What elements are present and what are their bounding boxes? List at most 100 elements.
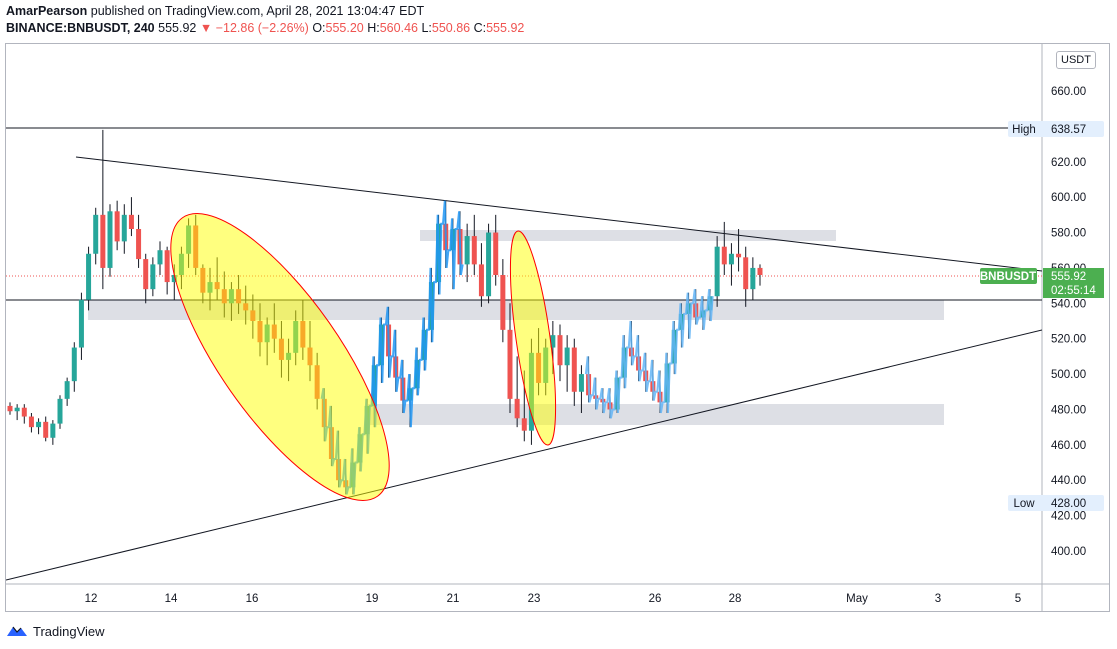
publisher-line: AmarPearson published on TradingView.com…	[6, 4, 424, 18]
low-value: 550.86	[431, 21, 471, 35]
chart-frame	[5, 43, 1110, 612]
candle	[471, 214, 477, 275]
open-label: O:	[312, 21, 326, 35]
time-tick-label: 26	[649, 593, 662, 605]
down-arrow-icon: ▼	[199, 21, 213, 35]
currency-unit-button[interactable]: USDT	[1056, 51, 1096, 69]
candle	[557, 324, 563, 382]
time-tick-label: 19	[366, 593, 379, 605]
candle-body	[93, 214, 99, 254]
open-value: 555.20	[325, 21, 364, 35]
candle-body	[43, 421, 49, 438]
tradingview-footer: TradingView	[6, 622, 105, 640]
candle	[36, 418, 42, 435]
time-tick-label: 14	[165, 593, 178, 605]
candle-body	[143, 259, 149, 290]
price-axis[interactable]: 660.00640.00620.00600.00580.00560.00540.…	[1051, 86, 1086, 558]
candle-body	[114, 211, 120, 242]
candle-body	[36, 421, 42, 428]
symbol-marker-label: BNBUSDT	[980, 271, 1036, 283]
price-tick-label: 540.00	[1051, 298, 1086, 310]
candle	[150, 257, 156, 297]
candle-body	[157, 250, 163, 265]
candle-body	[150, 264, 156, 290]
candle	[57, 395, 63, 429]
candle-body	[21, 407, 27, 417]
candle-body	[521, 418, 527, 431]
candle-body	[100, 214, 106, 268]
candle	[86, 246, 92, 311]
ohlc-legend: BINANCE:BNBUSDT, 240 555.92 ▼ −12.86 (−2…	[6, 21, 524, 35]
symbol-label: BINANCE:BNBUSDT, 240	[6, 21, 155, 35]
candle-body	[164, 250, 170, 283]
candle-body	[128, 214, 134, 229]
candle	[78, 292, 84, 360]
candle-body	[7, 405, 13, 412]
candle	[757, 264, 763, 286]
candle-body	[28, 416, 34, 428]
time-axis[interactable]: 12 14 16 19 21 23 26 28 May 3 5	[85, 593, 1022, 605]
author-name[interactable]: AmarPearson	[6, 4, 88, 18]
candle	[121, 204, 127, 254]
candle-body	[471, 236, 477, 265]
candle	[64, 377, 70, 406]
candle	[157, 241, 163, 275]
footer-brand[interactable]: TradingView	[33, 623, 105, 639]
candle-body	[557, 335, 563, 366]
time-tick-label: May	[846, 593, 868, 605]
highlight-ellipse-2[interactable]	[501, 229, 565, 448]
candle	[21, 404, 27, 424]
candle	[478, 243, 484, 307]
candle-body	[500, 275, 506, 330]
candle	[514, 356, 520, 428]
last-price-marker	[1043, 268, 1104, 298]
plot-area	[6, 127, 1042, 581]
candle	[114, 200, 120, 251]
price-tick-label: 660.00	[1051, 86, 1086, 98]
candle-body	[64, 381, 70, 399]
candle-body	[50, 423, 56, 438]
published-text: published on TradingView.com, April 28, …	[90, 4, 425, 18]
low-marker-value: 428.00	[1051, 498, 1086, 510]
price-tick-label: 600.00	[1051, 192, 1086, 204]
time-tick-label: 28	[729, 593, 742, 605]
blue-overlay-path-2	[584, 289, 714, 419]
candle	[93, 207, 99, 265]
candle-body	[564, 347, 570, 366]
candle-body	[721, 246, 727, 265]
candle	[578, 365, 584, 413]
symbol-marker	[980, 268, 1037, 284]
candle	[750, 257, 756, 300]
candle-body	[571, 347, 577, 392]
candle-body	[578, 374, 584, 392]
candle	[743, 246, 749, 307]
ascending-trendline[interactable]	[6, 329, 1042, 581]
candle	[486, 223, 492, 304]
candle-body	[743, 257, 749, 290]
candle-body	[550, 335, 556, 348]
high-value: 560.46	[379, 21, 418, 35]
close-value: 555.92	[486, 21, 525, 35]
price-tick-label: 460.00	[1051, 440, 1086, 452]
candle	[107, 204, 113, 277]
candle-body	[57, 398, 63, 424]
candle	[7, 402, 13, 415]
candle	[500, 259, 506, 343]
highlight-ellipse-1[interactable]	[133, 183, 426, 530]
close-label: C:	[473, 21, 487, 35]
candle	[136, 214, 142, 268]
candle-body	[507, 329, 513, 399]
price-change: −12.86 (−2.26%)	[215, 21, 309, 35]
candle-body	[486, 232, 492, 297]
candle-body	[107, 211, 113, 268]
candle	[493, 214, 499, 286]
candle-body	[493, 232, 499, 275]
candle	[71, 342, 77, 392]
candle-body	[728, 253, 734, 265]
high-label: H:	[367, 21, 380, 35]
time-tick-label: 12	[85, 593, 98, 605]
candle-body	[464, 236, 470, 265]
price-tick-label: 480.00	[1051, 404, 1086, 416]
descending-trendline[interactable]	[75, 156, 1042, 272]
